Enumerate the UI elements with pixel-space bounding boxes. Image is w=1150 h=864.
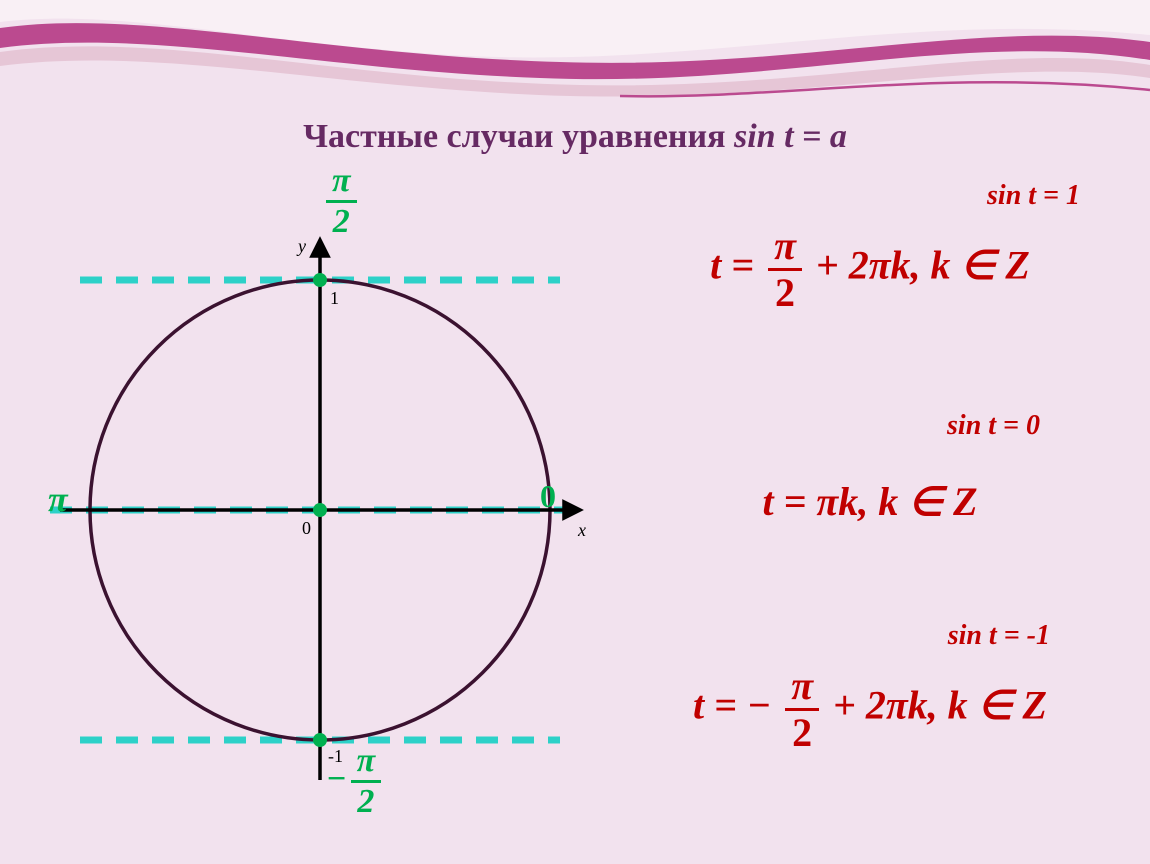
svg-text:1: 1 (330, 288, 339, 308)
equations-panel: sin t = 1 t = π2 + 2πk, k ∈ Z sin t = 0 … (600, 180, 1140, 820)
svg-text:0: 0 (302, 518, 311, 538)
eq-block-2: sin t = 0 t = πk, k ∈ Z (600, 410, 1140, 524)
eq-header-3: sin t = -1 (600, 620, 1140, 652)
svg-text:y: y (296, 236, 306, 256)
title-prefix: Частные случаи уравнения (303, 118, 734, 155)
label-neg-pi-over-2: −π2 (326, 742, 385, 821)
decorative-waves (0, 0, 1150, 110)
eq-body-3: t = − π2 + 2πk, k ∈ Z (600, 664, 1140, 755)
label-zero-green: 0 (540, 478, 556, 515)
title-expr: sin t = a (734, 118, 847, 155)
eq-header-2: sin t = 0 (600, 410, 1140, 442)
slide-title: Частные случаи уравнения sin t = a (0, 118, 1150, 156)
label-pi: π (48, 478, 68, 520)
eq-block-3: sin t = -1 t = − π2 + 2πk, k ∈ Z (600, 620, 1140, 755)
label-pi-over-2-top: π2 (322, 162, 361, 241)
svg-text:x: x (577, 520, 586, 540)
slide: Частные случаи уравнения sin t = a y (0, 0, 1150, 864)
eq-block-1: sin t = 1 t = π2 + 2πk, k ∈ Z (600, 180, 1140, 315)
unit-circle-chart: y x 1 -1 0 π2 −π2 π 0 (40, 180, 600, 820)
eq-header-1: sin t = 1 (600, 180, 1140, 212)
eq-body-2: t = πk, k ∈ Z (600, 480, 1140, 524)
eq-body-1: t = π2 + 2πk, k ∈ Z (600, 224, 1140, 315)
